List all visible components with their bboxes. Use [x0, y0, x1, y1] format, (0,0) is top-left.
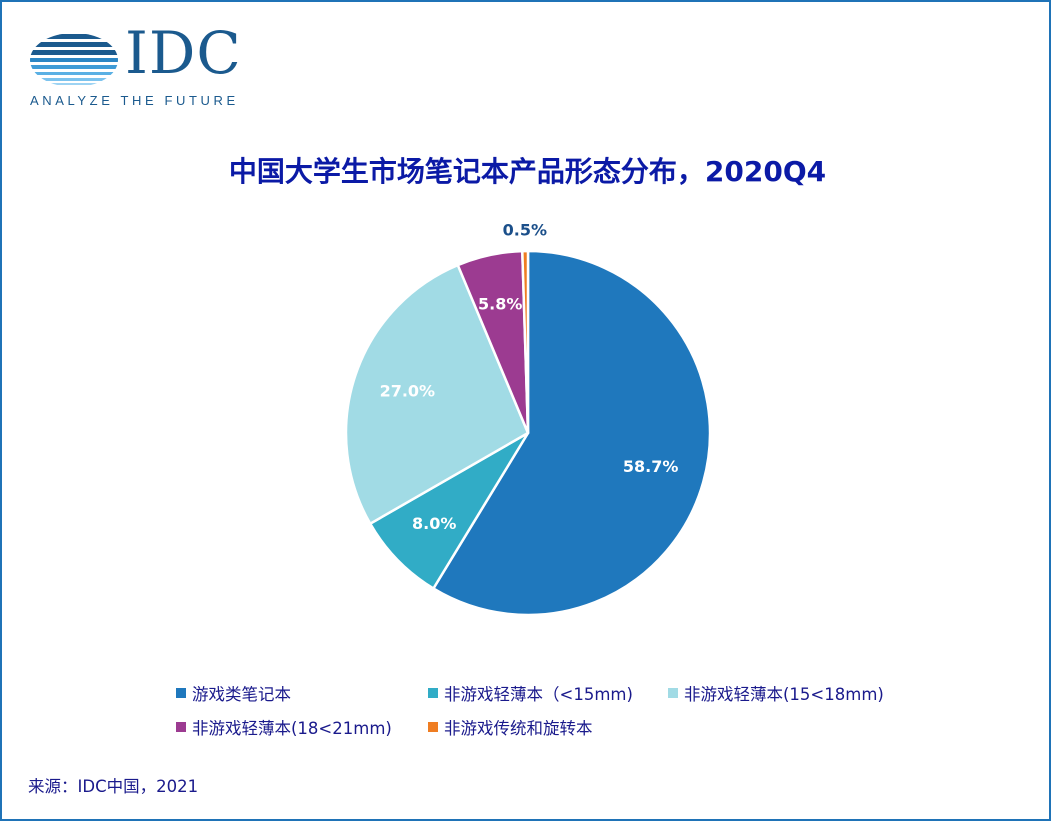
pie-slice-3 [344, 263, 530, 525]
legend-label: 非游戏传统和旋转本 [444, 719, 593, 738]
legend-swatch-icon [176, 722, 186, 732]
pie-slice-5 [521, 249, 530, 435]
legend-row: 非游戏轻薄本(18<21mm) 非游戏传统和旋转本 [176, 710, 936, 744]
pie-slice-1 [432, 249, 712, 617]
idc-tagline: ANALYZE THE FUTURE [30, 93, 239, 108]
pie-data-label-2: 8.0% [412, 514, 456, 533]
legend-swatch-icon [668, 688, 678, 698]
legend-label: 非游戏轻薄本（<15mm) [444, 685, 633, 704]
pie-data-label-5: 0.5% [503, 221, 547, 240]
idc-logo: IDC ANALYZE THE FUTURE [28, 24, 258, 112]
legend-swatch-icon [428, 688, 438, 698]
pie-slice-2 [368, 431, 530, 590]
legend-row: 游戏类笔记本 非游戏轻薄本（<15mm) 非游戏轻薄本(15<18mm) [176, 676, 936, 710]
chart-title: 中国大学生市场笔记本产品形态分布，2020Q4 [228, 155, 827, 188]
legend-label: 游戏类笔记本 [192, 685, 291, 704]
legend-label: 非游戏轻薄本(18<21mm) [192, 719, 392, 738]
pie-data-label-3: 27.0% [380, 382, 436, 401]
legend-item-4: 非游戏轻薄本(18<21mm) [176, 715, 428, 739]
legend-item-2: 非游戏轻薄本（<15mm) [428, 681, 668, 705]
legend-item-3: 非游戏轻薄本(15<18mm) [668, 681, 936, 705]
legend-label: 非游戏轻薄本(15<18mm) [684, 685, 884, 704]
source-note: 来源：IDC中国，2021 [28, 777, 199, 796]
idc-wordmark: IDC [125, 19, 242, 87]
pie-data-label-1: 58.7% [623, 457, 679, 476]
chart-legend: 游戏类笔记本 非游戏轻薄本（<15mm) 非游戏轻薄本(15<18mm) 非游戏轻薄本… [176, 676, 936, 744]
idc-globe-icon [30, 33, 118, 87]
legend-item-5: 非游戏传统和旋转本 [428, 715, 668, 739]
pie-data-label-4: 5.8% [478, 294, 522, 313]
legend-swatch-icon [176, 688, 186, 698]
legend-swatch-icon [428, 722, 438, 732]
legend-item-1: 游戏类笔记本 [176, 681, 428, 705]
